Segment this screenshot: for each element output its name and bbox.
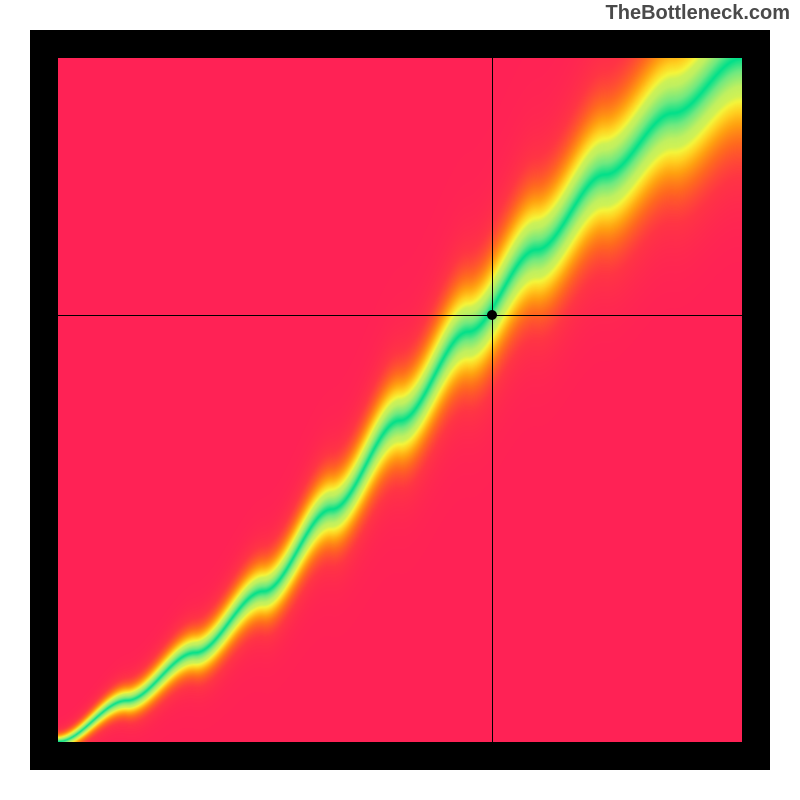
- crosshair-horizontal: [58, 315, 742, 316]
- watermark-text: TheBottleneck.com: [606, 2, 790, 25]
- crosshair-marker: [487, 310, 497, 320]
- heatmap-plot: [58, 58, 742, 742]
- figure-container: TheBottleneck.com: [0, 0, 800, 800]
- heatmap-canvas: [58, 58, 742, 742]
- crosshair-vertical: [492, 58, 493, 742]
